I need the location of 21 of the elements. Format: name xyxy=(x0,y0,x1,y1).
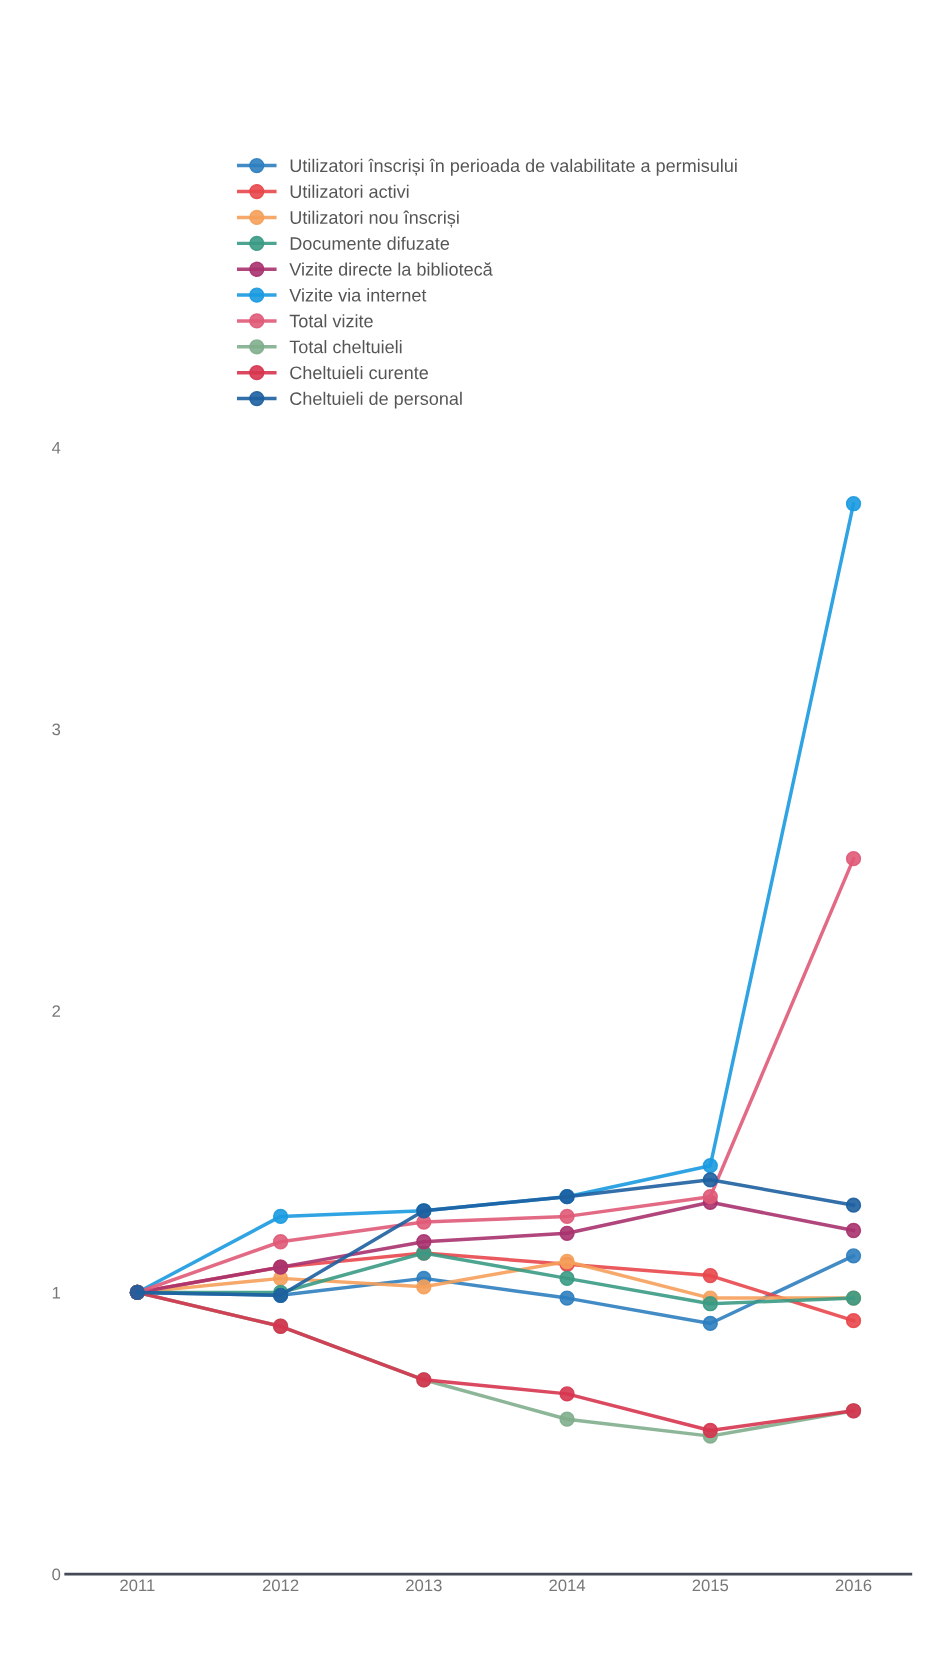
legend-label: Utilizatori activi xyxy=(290,184,409,199)
x-tick-label: 2014 xyxy=(549,1579,586,1592)
legend-label: Cheltuieli curente xyxy=(290,365,428,380)
x-tick-label: 2015 xyxy=(692,1579,729,1592)
legend-label: Cheltuieli de personal xyxy=(290,391,462,409)
legend-label: Utilizatori înscriși în perioada de valabilitate a permisului xyxy=(290,158,737,176)
legend-label: Vizite via internet xyxy=(289,288,427,302)
y-tick-label: 1 xyxy=(52,1287,61,1299)
legend-label: Utilizatori nou înscriși xyxy=(290,210,459,228)
legend-label: Total vizite xyxy=(289,314,373,328)
legend-label: Documente difuzate xyxy=(290,236,450,250)
x-tick-label: 2011 xyxy=(120,1579,155,1592)
legend-label: Vizite directe la bibliotecă xyxy=(289,262,493,276)
y-tick-label: 2 xyxy=(52,1005,61,1017)
y-tick-label: 0 xyxy=(52,1568,61,1581)
y-tick-label: 4 xyxy=(51,441,61,454)
y-tick-label: 3 xyxy=(52,723,61,736)
x-tick-label: 2013 xyxy=(406,1579,442,1592)
x-tick-label: 2012 xyxy=(262,1579,299,1592)
x-tick-label: 2016 xyxy=(835,1579,872,1592)
legend-label: Total cheltuieli xyxy=(289,340,402,354)
